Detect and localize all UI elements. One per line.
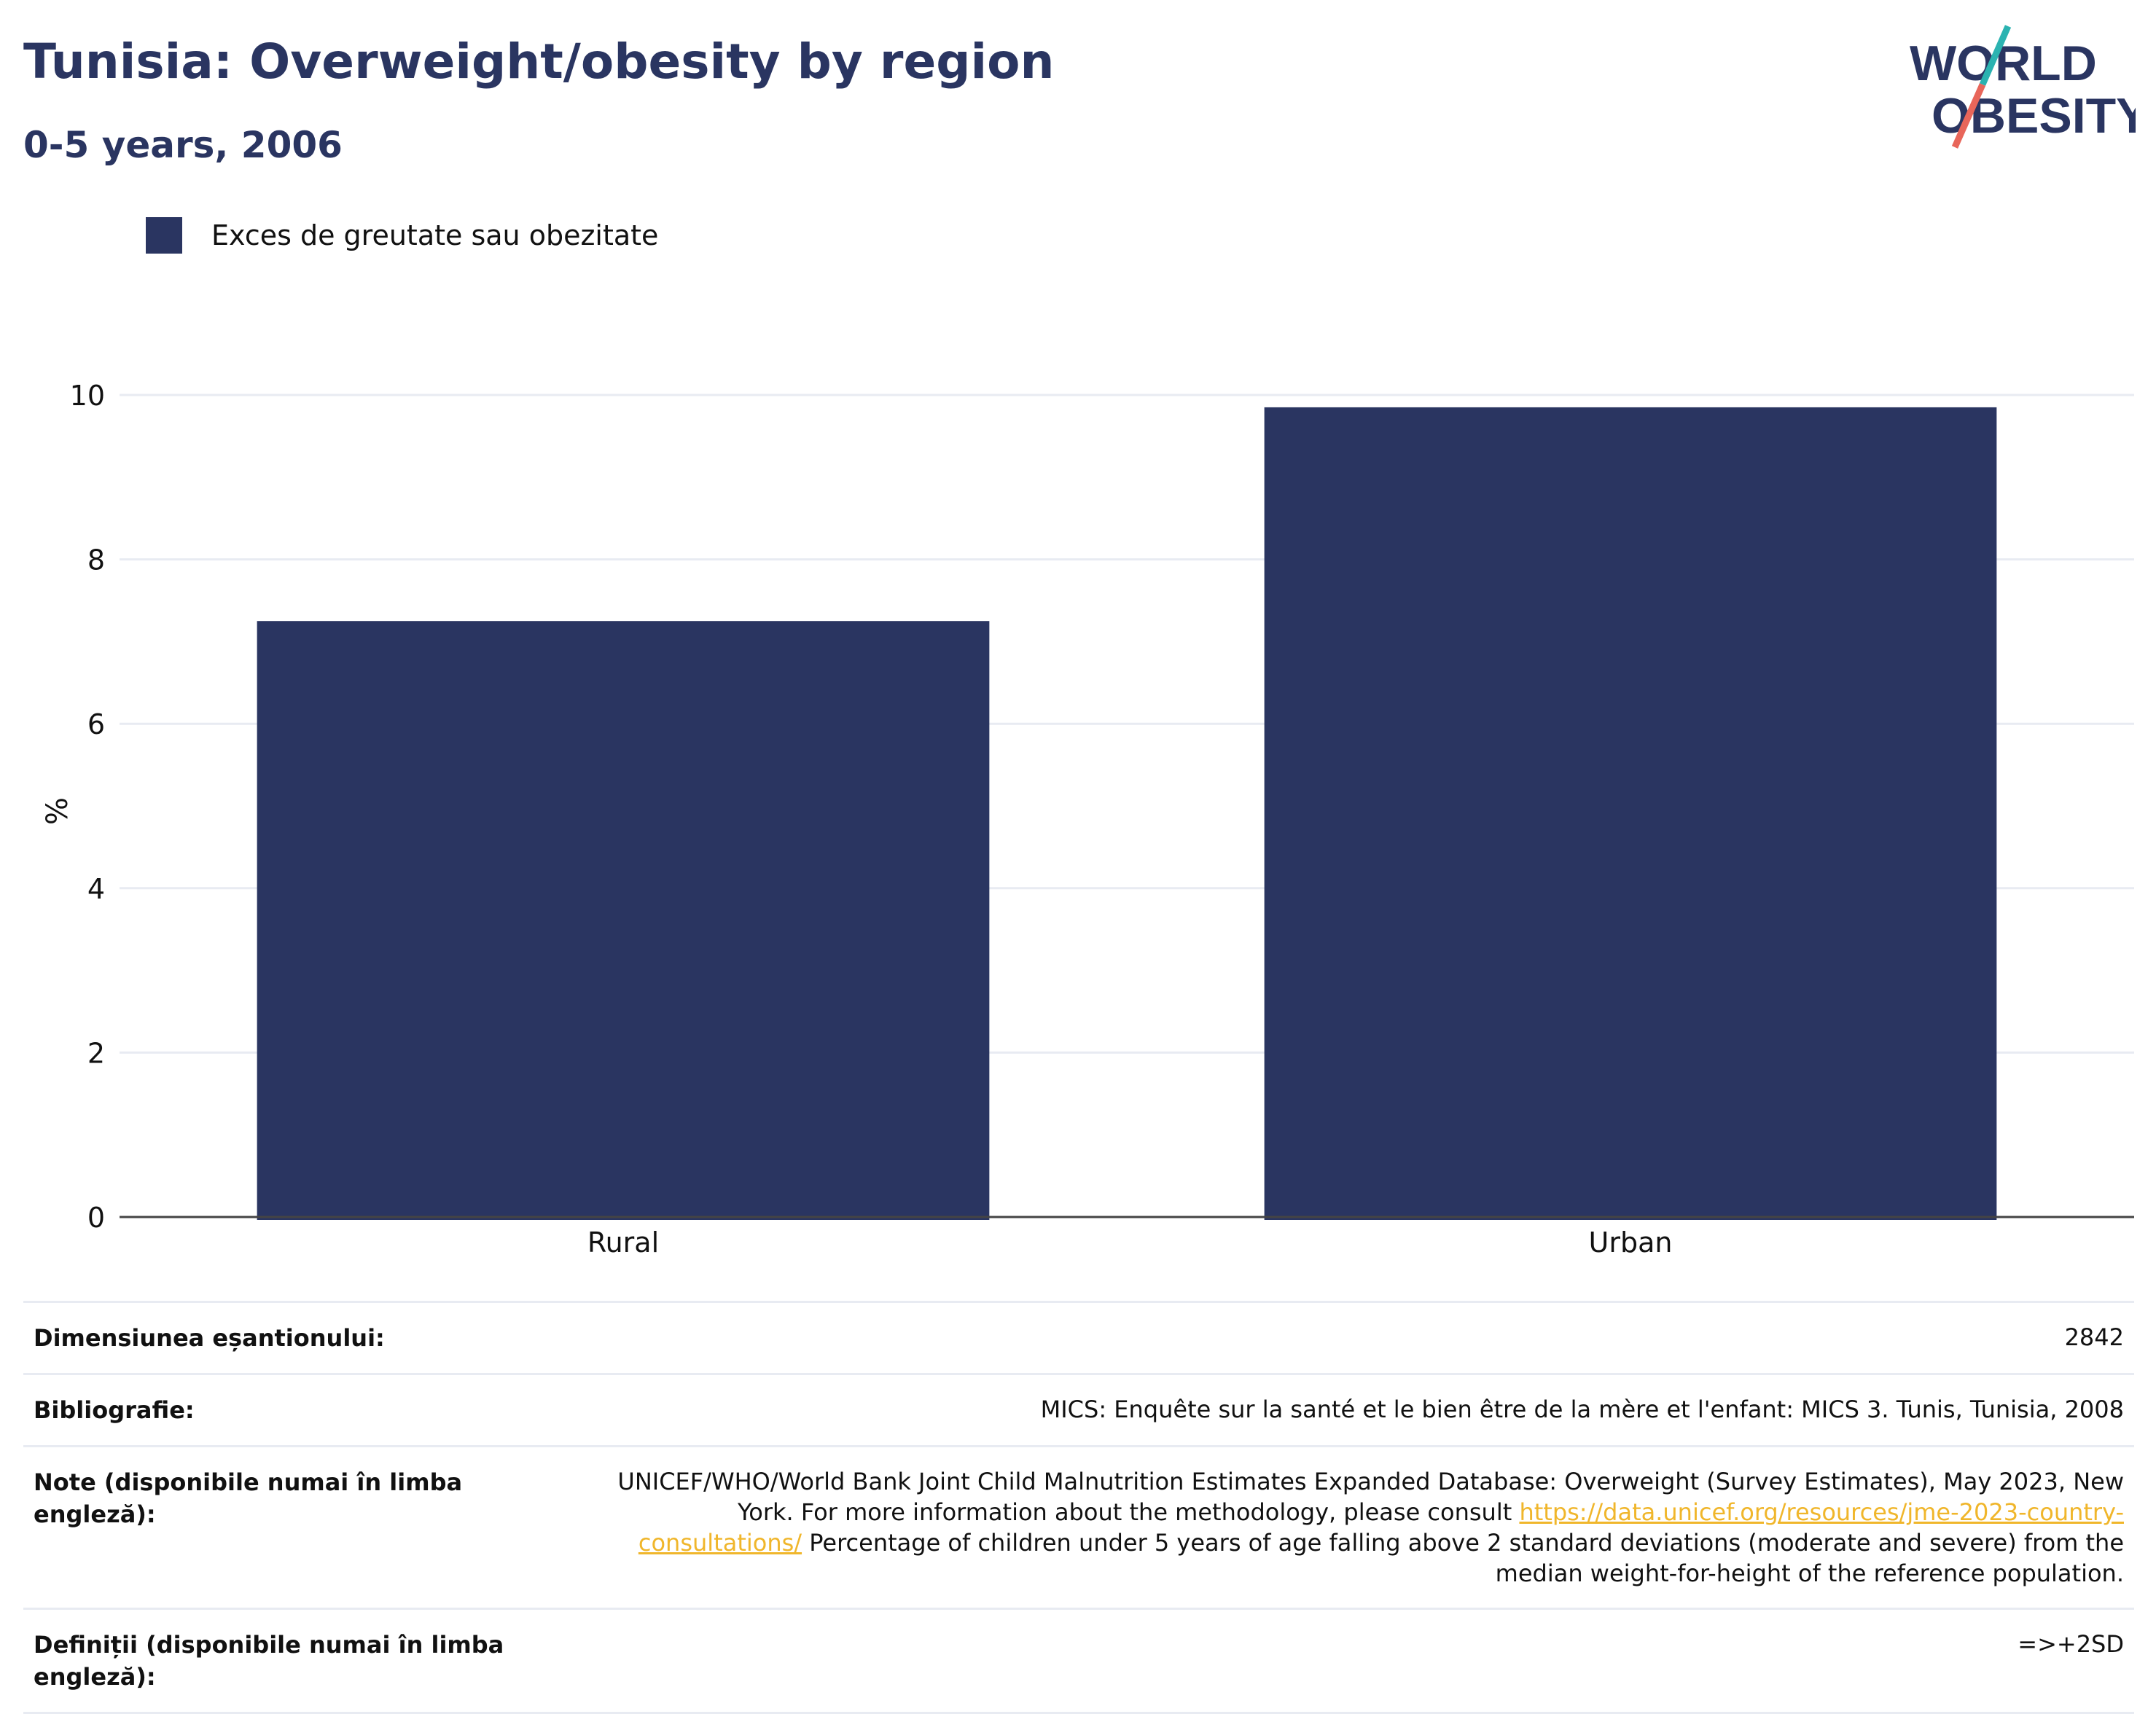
notes-value: UNICEF/WHO/World Bank Joint Child Malnut… (593, 1466, 2124, 1589)
bar-chart: 0 2 4 6 8 10 Rural Urban (70, 380, 2134, 1259)
chart-title: Tunisia: Overweight/obesity by region (23, 34, 1055, 90)
y-tick-label: 2 (87, 1037, 105, 1069)
bibliography-value: MICS: Enquête sur la santé et le bien êt… (1040, 1396, 2124, 1423)
info-table: Dimensiunea eșantionului: 2842 Bibliogra… (23, 1301, 2134, 1714)
definitions-key: Definiții (disponibile numai în limba en… (34, 1631, 504, 1691)
bibliography-key: Bibliografie: (34, 1396, 195, 1424)
bar-rural (257, 621, 990, 1220)
info-row-definitions: Definiții (disponibile numai în limba en… (23, 1608, 2134, 1714)
y-tick-label: 8 (87, 544, 105, 576)
info-row-notes: Note (disponibile numai în limba engleză… (23, 1445, 2134, 1608)
legend-swatch (146, 217, 182, 254)
chart-subtitle: 0-5 years, 2006 (23, 124, 343, 166)
world-obesity-logo: WORLD OBESITY (1902, 22, 2149, 153)
notes-link[interactable]: https://data.unicef.org/resources/jme-20… (638, 1498, 2124, 1557)
sample-size-value: 2842 (2064, 1323, 2124, 1351)
legend-label: Exces de greutate sau obezitate (211, 219, 659, 251)
bar-urban (1264, 407, 1997, 1221)
info-row-sample: Dimensiunea eșantionului: 2842 (23, 1301, 2134, 1373)
y-tick-label: 4 (87, 873, 105, 905)
notes-text: UNICEF/WHO/World Bank Joint Child Malnut… (617, 1468, 2124, 1526)
notes-text-2: Percentage of children under 5 years of … (809, 1529, 2124, 1587)
x-tick-label: Rural (587, 1226, 659, 1259)
definitions-value: =>+2SD (2018, 1630, 2124, 1658)
legend[interactable]: Exces de greutate sau obezitate (146, 217, 658, 254)
x-tick-label: Urban (1589, 1226, 1673, 1259)
sample-size-key: Dimensiunea eșantionului: (34, 1324, 385, 1352)
notes-key: Note (disponibile numai în limba engleză… (34, 1468, 463, 1528)
y-tick-label: 6 (87, 708, 105, 740)
y-tick-label: 0 (87, 1202, 105, 1234)
info-row-bibliography: Bibliografie: MICS: Enquête sur la santé… (23, 1373, 2134, 1445)
y-tick-label: 10 (70, 380, 105, 412)
